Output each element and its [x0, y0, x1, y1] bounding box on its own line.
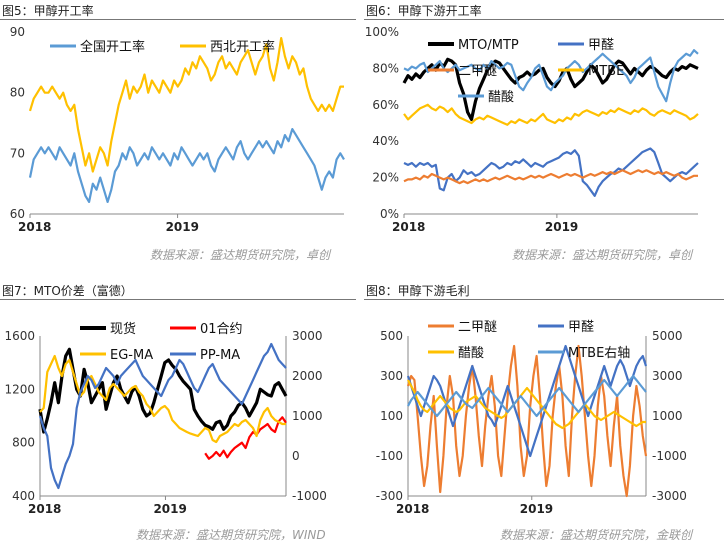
panel-2-title: 图6：甲醇下游开工率	[366, 4, 482, 18]
x-tick-label: 2019	[545, 220, 578, 234]
legend-label-醋酸: 醋酸	[458, 345, 484, 361]
y2-tick-label: 3000	[292, 329, 323, 343]
y2-tick-label: 5000	[652, 329, 683, 343]
series-line-西北开工率	[28, 37, 344, 173]
panel-2-title-rule	[364, 19, 724, 20]
y-tick-label: 40%	[372, 134, 399, 148]
series-line-醋酸	[403, 49, 699, 103]
series-line-01合约	[204, 416, 287, 460]
panel-3-source: 数据来源：盛达期货研究院，WIND	[136, 528, 326, 542]
y2-tick-label: 2000	[292, 369, 323, 383]
y-tick-label: 90	[10, 25, 25, 39]
y-tick-label: 1600	[4, 329, 35, 343]
x-tick-label: 2018	[18, 220, 51, 234]
x-tick-label: 2018	[396, 502, 429, 516]
y-tick-label: 60	[10, 207, 25, 221]
y2-tick-label: -3000	[652, 489, 687, 503]
panel-1-source: 数据来源：盛达期货研究院，卓创	[150, 248, 331, 262]
y-tick-label: 0%	[380, 207, 399, 221]
y-tick-label: -300	[376, 489, 403, 503]
legend-label-甲醛: 甲醛	[568, 319, 594, 335]
series-line-mto-mtp	[402, 57, 699, 121]
y-tick-label: 500	[380, 329, 403, 343]
panel-4-title: 图8：甲醇下游毛利	[366, 284, 470, 298]
y2-tick-label: -1000	[292, 489, 327, 503]
panel-1-title: 图5：甲醇开工率	[2, 4, 94, 18]
legend-label-二甲醚: 二甲醚	[458, 64, 497, 79]
series-line-pp-ma	[38, 342, 287, 490]
legend-label-eg-ma: EG-MA	[110, 348, 153, 363]
y-tick-label: 400	[12, 489, 35, 503]
series-line-甲醛	[403, 147, 699, 197]
legend-label-甲醛: 甲醛	[588, 37, 614, 53]
y-tick-label: 80	[10, 86, 25, 100]
y-tick-label: 20%	[372, 171, 399, 185]
series-line-mtbe右轴	[407, 374, 647, 418]
panel-4-source: 数据来源：盛达期货研究院，金联创	[500, 528, 693, 542]
legend-label-01合约: 01合约	[200, 322, 243, 337]
panel-2-source: 数据来源：盛达期货研究院，卓创	[512, 248, 693, 262]
series-line-eg-ma	[39, 354, 286, 444]
y2-tick-label: 0	[292, 449, 300, 463]
legend-label-醋酸: 醋酸	[488, 89, 514, 105]
chart-3: 400 800 1200 1600 -1000 0 1000 2000 3000 2018 2019…	[4, 321, 327, 516]
legend-label-mtbe: MTBE	[588, 64, 624, 79]
panel-1-title-rule	[0, 19, 356, 20]
chart-4: -300 -100 100 300 500 -3000 -1000 1000 3000 5000 2…	[376, 319, 687, 516]
series-line-二甲醚	[406, 344, 648, 498]
panel-4-title-rule	[364, 299, 724, 300]
y-tick-label: 70	[10, 146, 25, 160]
panel-3-title: 图7：MTO价差（富德）	[2, 284, 133, 298]
y2-tick-label: 3000	[652, 369, 683, 383]
series-line-甲醛	[406, 344, 648, 458]
legend-label-pp-ma: PP-MA	[200, 348, 240, 363]
x-tick-label: 2019	[166, 220, 199, 234]
y2-tick-label: 1000	[652, 409, 683, 423]
y-tick-label: 1200	[4, 382, 35, 396]
y-tick-label: 80%	[372, 61, 399, 75]
legend-label-西北开工率: 西北开工率	[210, 39, 275, 55]
series-line-mtbe	[403, 103, 699, 126]
legend-label-现货: 现货	[110, 321, 136, 337]
y2-tick-label: -1000	[652, 449, 687, 463]
legend-label-mto-mtp: MTO/MTP	[458, 38, 519, 53]
series-line-醋酸	[407, 379, 646, 430]
series-line-二甲醚	[403, 169, 698, 185]
y-tick-label: 100	[380, 409, 403, 423]
chart-1: 60 70 80 90 2018 2019 全国开工率 西北开工率	[10, 25, 345, 234]
x-tick-label: 2018	[28, 502, 61, 516]
y2-tick-label: 1000	[292, 409, 323, 423]
legend-label-全国开工率: 全国开工率	[80, 39, 145, 55]
series-line-全国开工率	[28, 128, 345, 203]
y-tick-label: 800	[12, 436, 35, 450]
y-tick-label: 60%	[372, 98, 399, 112]
y-tick-label: 100%	[365, 25, 399, 39]
panel-3-title-rule	[0, 299, 356, 300]
x-tick-label: 2018	[392, 220, 425, 234]
y-tick-label: -100	[376, 449, 403, 463]
x-tick-label: 2019	[153, 502, 186, 516]
legend-label-mtbe右轴: MTBE右轴	[568, 346, 630, 361]
x-tick-label: 2019	[520, 502, 553, 516]
y-tick-label: 300	[380, 369, 403, 383]
legend-label-二甲醚: 二甲醚	[458, 320, 497, 335]
